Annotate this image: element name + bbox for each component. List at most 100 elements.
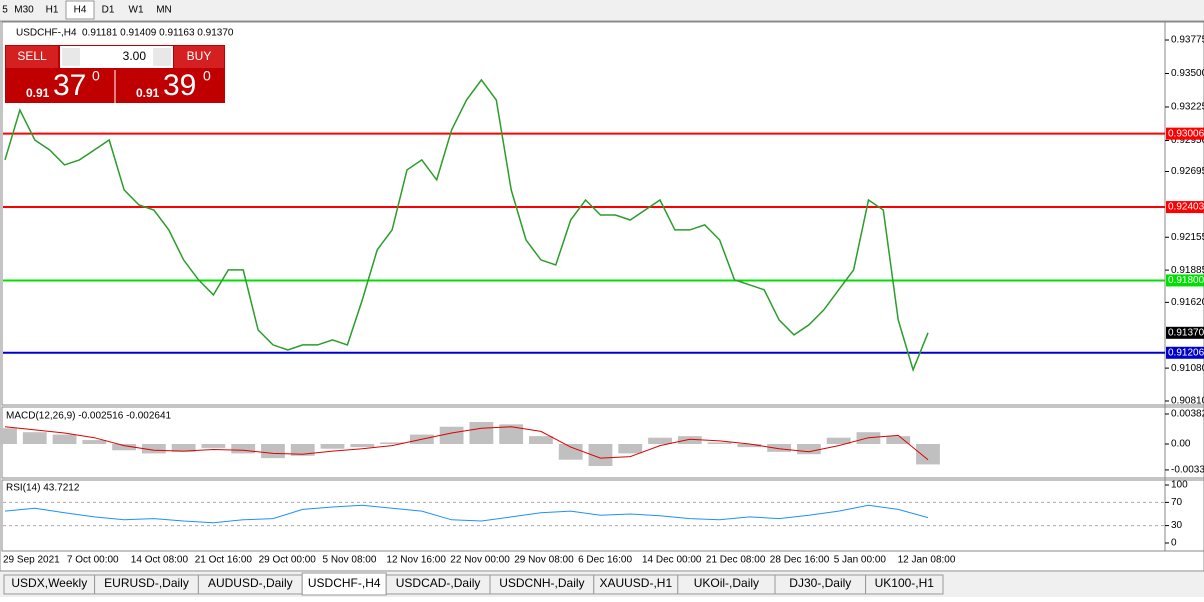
level-label: 0.91800: [1168, 275, 1204, 286]
macd-bar: [439, 426, 464, 444]
sell-pips: 37: [53, 69, 86, 102]
buy-label: BUY: [187, 49, 212, 63]
macd-bar: [648, 437, 672, 444]
x-tick-label: 7 Oct 00:00: [67, 555, 119, 566]
timeframe[interactable]: M30: [14, 5, 34, 16]
current-price-label: 0.91370: [1168, 327, 1204, 338]
panel-title: RSI(14) 43.7212: [6, 483, 80, 494]
level-label: 0.91206: [1168, 347, 1204, 358]
y-tick-label: 0.91885: [1171, 265, 1204, 276]
x-tick-label: 21 Oct 16:00: [195, 555, 253, 566]
timeframe[interactable]: D1: [102, 5, 115, 16]
x-tick-label: 12 Jan 08:00: [898, 555, 956, 566]
macd-bar: [112, 443, 137, 451]
panel-title: MACD(12,26,9) -0.002516 -0.002641: [6, 411, 172, 422]
level-tag: [1166, 201, 1204, 214]
panel-frame: [1, 21, 1204, 406]
tab-label: UK100-,H1: [875, 576, 935, 590]
timeframe[interactable]: H1: [46, 5, 59, 16]
level-label: 0.93006: [1168, 128, 1204, 139]
x-tick-label: 12 Nov 16:00: [386, 555, 446, 566]
macd-bar: [767, 443, 792, 452]
timeframe[interactable]: MN: [156, 5, 172, 16]
sell-label: SELL: [17, 49, 47, 63]
y-tick-label: 100: [1171, 480, 1188, 491]
sell-fraction: 0: [92, 68, 100, 84]
x-tick-label: 28 Dec 16:00: [770, 555, 830, 566]
level-label: 0.92403: [1168, 202, 1204, 213]
macd-bar: [707, 442, 732, 444]
y-tick-label: 0.93500: [1171, 68, 1204, 79]
y-tick-label: 70: [1171, 497, 1183, 508]
tab-label: AUDUSD-,Daily: [208, 576, 293, 590]
rsi-line: [4, 504, 929, 524]
timeframe[interactable]: H4: [74, 5, 87, 16]
chart-title: USDCHF-,H4: [16, 28, 77, 39]
macd-bar: [529, 436, 553, 444]
timeframe-active: [65, 0, 95, 20]
signal-line: [4, 426, 929, 461]
macd-bar: [618, 443, 643, 454]
x-tick-label: 5 Jan 00:00: [834, 555, 887, 566]
macd-bar: [201, 443, 226, 448]
macd-bar: [886, 436, 911, 444]
sell-price: 0.91: [26, 86, 50, 100]
macd-bar: [737, 443, 762, 448]
lot-down[interactable]: [62, 48, 80, 66]
buy-price: 0.91: [136, 86, 160, 100]
x-tick-label: 14 Oct 08:00: [131, 555, 189, 566]
sell-button[interactable]: [6, 46, 58, 68]
macd-bar: [350, 443, 375, 448]
y-tick-label: 0.00382: [1171, 409, 1204, 420]
lot-up[interactable]: [153, 48, 171, 66]
macd-bar: [52, 434, 77, 444]
buy-pips: 39: [163, 69, 196, 102]
x-tick-label: 5 Nov 08:00: [323, 555, 377, 566]
macd-bar: [469, 422, 494, 444]
macd-bar: [916, 443, 940, 465]
tab-label: USDX,Weekly: [11, 576, 87, 590]
macd-bar: [22, 432, 47, 444]
y-tick-label: 30: [1171, 520, 1183, 531]
macd-bar: [588, 443, 613, 466]
tab-label: EURUSD-,Daily: [104, 576, 189, 590]
macd-bar: [141, 443, 166, 454]
y-tick-label: 0.91080: [1171, 363, 1204, 374]
lot-value: 3.00: [123, 49, 147, 63]
tab-label: USDCAD-,Daily: [396, 576, 481, 590]
y-tick-label: 0.92695: [1171, 166, 1204, 177]
y-tick-label: 0.00: [1171, 439, 1191, 450]
tab[interactable]: [865, 574, 944, 595]
x-tick-label: 29 Nov 08:00: [514, 555, 574, 566]
buy-button[interactable]: [174, 46, 224, 68]
macd-bar: [826, 437, 851, 444]
macd-bar: [171, 443, 196, 452]
y-tick-label: 0.91620: [1171, 297, 1204, 308]
macd-bar: [320, 443, 345, 449]
lot-field[interactable]: [60, 46, 173, 68]
chart-window: [0, 20, 1204, 572]
y-tick-label: -0.0033: [1171, 465, 1204, 476]
y-tick-label: 0.90810: [1171, 396, 1204, 407]
y-tick-label: 0.93225: [1171, 102, 1204, 113]
tab-label: DJ30-,Daily: [789, 576, 851, 590]
macd-bar: [231, 443, 256, 454]
tab-label: UKOil-,Daily: [694, 576, 759, 590]
timeframe[interactable]: 5: [2, 5, 8, 16]
buy-fraction: 0: [203, 68, 211, 84]
panel-frame: [1, 479, 1204, 552]
level-tag: [1166, 274, 1204, 287]
y-tick-label: 0: [1171, 538, 1177, 549]
trade-panel: SELL 3.00 BUY 0.91 37 0 0.91 39 0: [5, 45, 225, 103]
tab-label: USDCHF-,H4: [308, 576, 381, 590]
tab-label: USDCNH-,Daily: [499, 576, 584, 590]
macd-bar: [290, 443, 315, 456]
price-line: [4, 78, 929, 373]
macd-bar: [0, 428, 17, 444]
x-tick-label: 14 Dec 00:00: [642, 555, 702, 566]
y-tick-label: 0.92155: [1171, 232, 1204, 243]
current-price-tag: [1166, 326, 1204, 339]
chart-quote: 0.91181 0.91409 0.91163 0.91370: [82, 28, 234, 39]
timeframe[interactable]: W1: [129, 5, 144, 16]
